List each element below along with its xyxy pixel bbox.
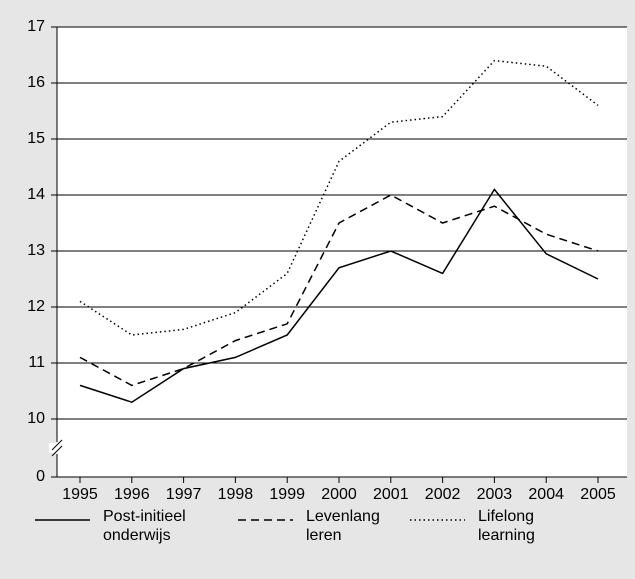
x-tick-label: 2002 bbox=[425, 486, 461, 500]
legend-swatch bbox=[238, 519, 293, 521]
x-tick-label: 1996 bbox=[114, 486, 150, 500]
x-tick-label: 1998 bbox=[218, 486, 254, 500]
chart: 0 10 11 12 13 14 15 16 17 1995 1996 1997 1998 1999 200… bbox=[27, 18, 627, 500]
series-line bbox=[79, 59, 599, 336]
legend-swatch bbox=[410, 519, 465, 521]
y-tick-label: 16 bbox=[27, 74, 45, 91]
series-line bbox=[79, 188, 599, 404]
x-tick-label: 2004 bbox=[528, 486, 564, 500]
x-tick-label: 1997 bbox=[166, 486, 202, 500]
y-tick-label: 14 bbox=[27, 186, 45, 203]
y-tick-label: 15 bbox=[27, 130, 45, 147]
y-tick-label: 10 bbox=[27, 410, 45, 427]
axis-break bbox=[51, 445, 63, 457]
y-tick-label: 17 bbox=[27, 18, 45, 35]
x-tick-label: 1995 bbox=[62, 486, 98, 500]
x-tick-label: 2000 bbox=[321, 486, 357, 500]
x-tick-label: 2001 bbox=[373, 486, 409, 500]
x-tick-label: 2005 bbox=[580, 486, 616, 500]
axis-break-gap bbox=[49, 443, 63, 453]
legend-label: Lifelong learning bbox=[478, 508, 535, 544]
plot-area bbox=[57, 27, 627, 477]
y-tick-label: 11 bbox=[28, 354, 45, 371]
axis-break bbox=[51, 439, 63, 451]
legend-swatch bbox=[35, 519, 90, 521]
y-tick-label: 13 bbox=[27, 242, 45, 259]
y-tick-label: 12 bbox=[27, 298, 45, 315]
legend-label: Levenlang leren bbox=[306, 508, 380, 544]
x-tick-label: 1999 bbox=[269, 486, 305, 500]
y-tick-label: 0 bbox=[36, 468, 45, 485]
legend-label: Post-initieel onderwijs bbox=[103, 508, 186, 544]
series-line bbox=[79, 194, 599, 387]
x-tick-label: 2003 bbox=[477, 486, 513, 500]
